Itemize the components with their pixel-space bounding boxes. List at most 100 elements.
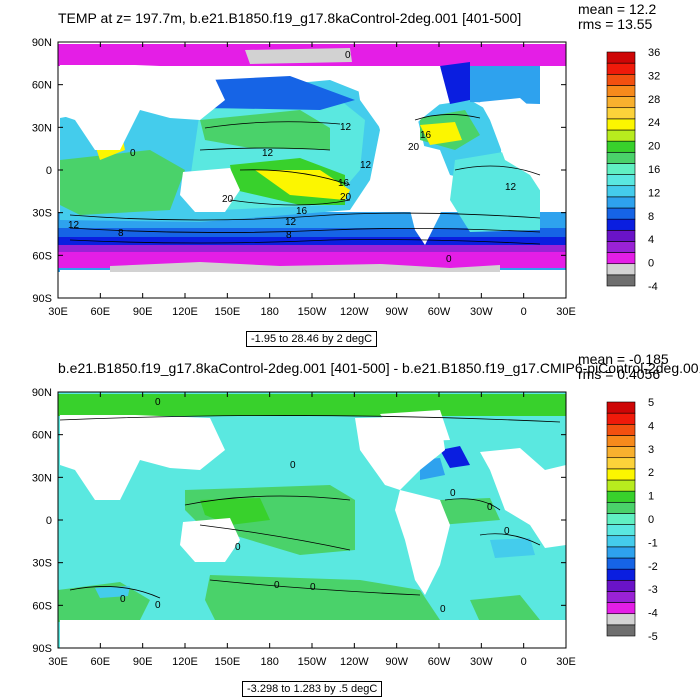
bottom-contour-line: [69, 586, 161, 599]
top-colorbar-label: 20: [648, 141, 660, 153]
top-field: 12 12 12 12 16 20 20 16 12 8 8 20 16 12 …: [58, 42, 566, 298]
bottom-xtick-label: 30E: [556, 656, 576, 668]
top-xtick-label: 0: [521, 306, 527, 318]
top-contour-label: 12: [285, 217, 297, 228]
top-contour-label: 12: [68, 220, 80, 231]
top-contour-label: 0: [446, 254, 452, 265]
top-colorbar-label: 16: [648, 164, 660, 176]
bottom-contour-line: [59, 415, 561, 423]
bottom-natl-green: [440, 498, 500, 525]
top-colorbar-swatch: [606, 252, 636, 265]
top-contour-line: [239, 169, 351, 186]
bottom-colorbar-label: 2: [648, 467, 654, 479]
bottom-colorbar-swatch: [606, 490, 636, 503]
bottom-colorbar-swatch: [606, 435, 636, 447]
bottom-contour-line: [184, 495, 351, 506]
top-spac-yellow: [255, 170, 350, 200]
top-contour-line: [229, 199, 351, 206]
bottom-land-antarctica: [60, 620, 566, 648]
bottom-contour-label: 0: [120, 594, 126, 605]
top-colorbar-swatch: [606, 96, 636, 109]
bottom-colorbar-label: -3: [648, 584, 658, 596]
top-colorbar-swatch: [606, 107, 636, 120]
bottom-xtick-label: 0: [521, 656, 527, 668]
top-contour-label: 20: [340, 192, 352, 203]
top-rms-label: rms = 13.55: [578, 16, 653, 32]
top-satl-teal: [450, 150, 540, 232]
top-contour-line: [454, 165, 541, 176]
bottom-colorbar-swatch: [606, 457, 636, 470]
top-contour-label: 20: [222, 194, 234, 205]
bottom-range-label: -3.298 to 1.283 by .5 degC: [242, 681, 383, 697]
top-contour-label: 12: [262, 148, 274, 159]
bottom-land-africa: [480, 448, 566, 548]
bottom-xtick-label: 180: [260, 656, 278, 668]
top-labrador-blue: [440, 62, 470, 104]
bottom-xtick-label: 60E: [91, 656, 111, 668]
bottom-contour-label: 0: [235, 542, 241, 553]
top-xtick-label: 30E: [556, 306, 576, 318]
bottom-arctic-green: [58, 394, 566, 416]
top-colorbar-label: 32: [648, 70, 660, 82]
bottom-ytick-label: 60S: [32, 600, 52, 612]
top-contour-label: 12: [340, 122, 352, 133]
top-contour-line: [69, 212, 541, 221]
bottom-colorbar-label: 1: [648, 491, 654, 503]
top-contour-label: 16: [338, 178, 350, 189]
top-contour-label: 16: [296, 206, 308, 217]
bottom-colorbar-swatch: [606, 591, 636, 603]
bottom-ytick-label: 90N: [32, 387, 52, 399]
top-colorbar-swatch: [606, 73, 636, 86]
top-colorbar-swatch: [606, 207, 636, 220]
top-contour-line: [69, 227, 541, 233]
top-panel: TEMP at z= 197.7m, b.e21.B1850.f19_g17.8…: [32, 1, 660, 347]
top-colorbar-swatch: [606, 174, 636, 187]
bottom-colorbar-swatch: [606, 546, 636, 559]
bottom-colorbar-swatch: [606, 513, 636, 525]
bottom-contour-label: 0: [290, 460, 296, 471]
top-colorbar-swatch: [606, 263, 636, 276]
top-ytick-label: 30N: [32, 122, 52, 134]
bottom-mean-label: mean = -0.185: [578, 351, 669, 367]
top-contour-label: 12: [505, 182, 517, 193]
top-contour-line: [414, 114, 481, 121]
bottom-colorbar-swatch: [606, 557, 636, 570]
top-colorbar-label: 28: [648, 94, 660, 106]
top-colorbar-label: 8: [648, 211, 654, 223]
bottom-xtick-label: 150E: [214, 656, 240, 668]
top-contour-labels: 12 12 12 12 16 20 20 16 12 8 8 20 16 12 …: [68, 50, 517, 265]
bottom-colorbar-swatch: [606, 535, 636, 548]
top-ytick-label: 0: [46, 165, 52, 177]
bottom-ytick-label: 30S: [32, 558, 52, 570]
top-land-antarctica: [60, 270, 566, 298]
bottom-contour-line: [199, 524, 351, 551]
bottom-contour-label: 0: [274, 580, 280, 591]
bottom-xtick-label: 30E: [48, 656, 68, 668]
top-npac-blue: [210, 76, 355, 110]
top-colorbar-label: 24: [648, 117, 660, 129]
bottom-colorbar-label: 4: [648, 420, 654, 432]
top-xtick-label: 30W: [470, 306, 493, 318]
bottom-colorbar-swatch: [606, 579, 636, 592]
bottom-ytick-label: 60N: [32, 430, 52, 442]
top-contour-label: 16: [420, 130, 432, 141]
bottom-colorbar-swatch: [606, 423, 636, 436]
bottom-colorbar-swatch: [606, 613, 636, 626]
top-panel-title: TEMP at z= 197.7m, b.e21.B1850.f19_g17.8…: [58, 10, 522, 26]
bottom-weddell-green: [470, 595, 540, 622]
top-colorbar-swatch: [606, 229, 636, 242]
bottom-labrador-blue: [440, 446, 470, 468]
bottom-contour-label: 0: [155, 397, 161, 408]
bottom-axis-group: 30E 60E 90E 120E 150E 180 150W 120W 90W 60W 30W 0 30…: [32, 387, 576, 668]
bottom-colorbar-swatch: [606, 524, 636, 537]
top-colorbar-label: 12: [648, 187, 660, 199]
top-land-africa: [480, 98, 566, 198]
top-colorbar-swatch: [606, 151, 636, 164]
top-ytick-label: 90S: [32, 293, 52, 305]
top-colorbar-swatch: [606, 140, 636, 153]
top-colorbar-swatch: [606, 185, 636, 198]
bottom-contour-line: [209, 579, 421, 596]
bottom-contour-label: 0: [440, 604, 446, 615]
top-contour-label: 12: [360, 160, 372, 171]
top-arctic-ice: [245, 48, 352, 64]
